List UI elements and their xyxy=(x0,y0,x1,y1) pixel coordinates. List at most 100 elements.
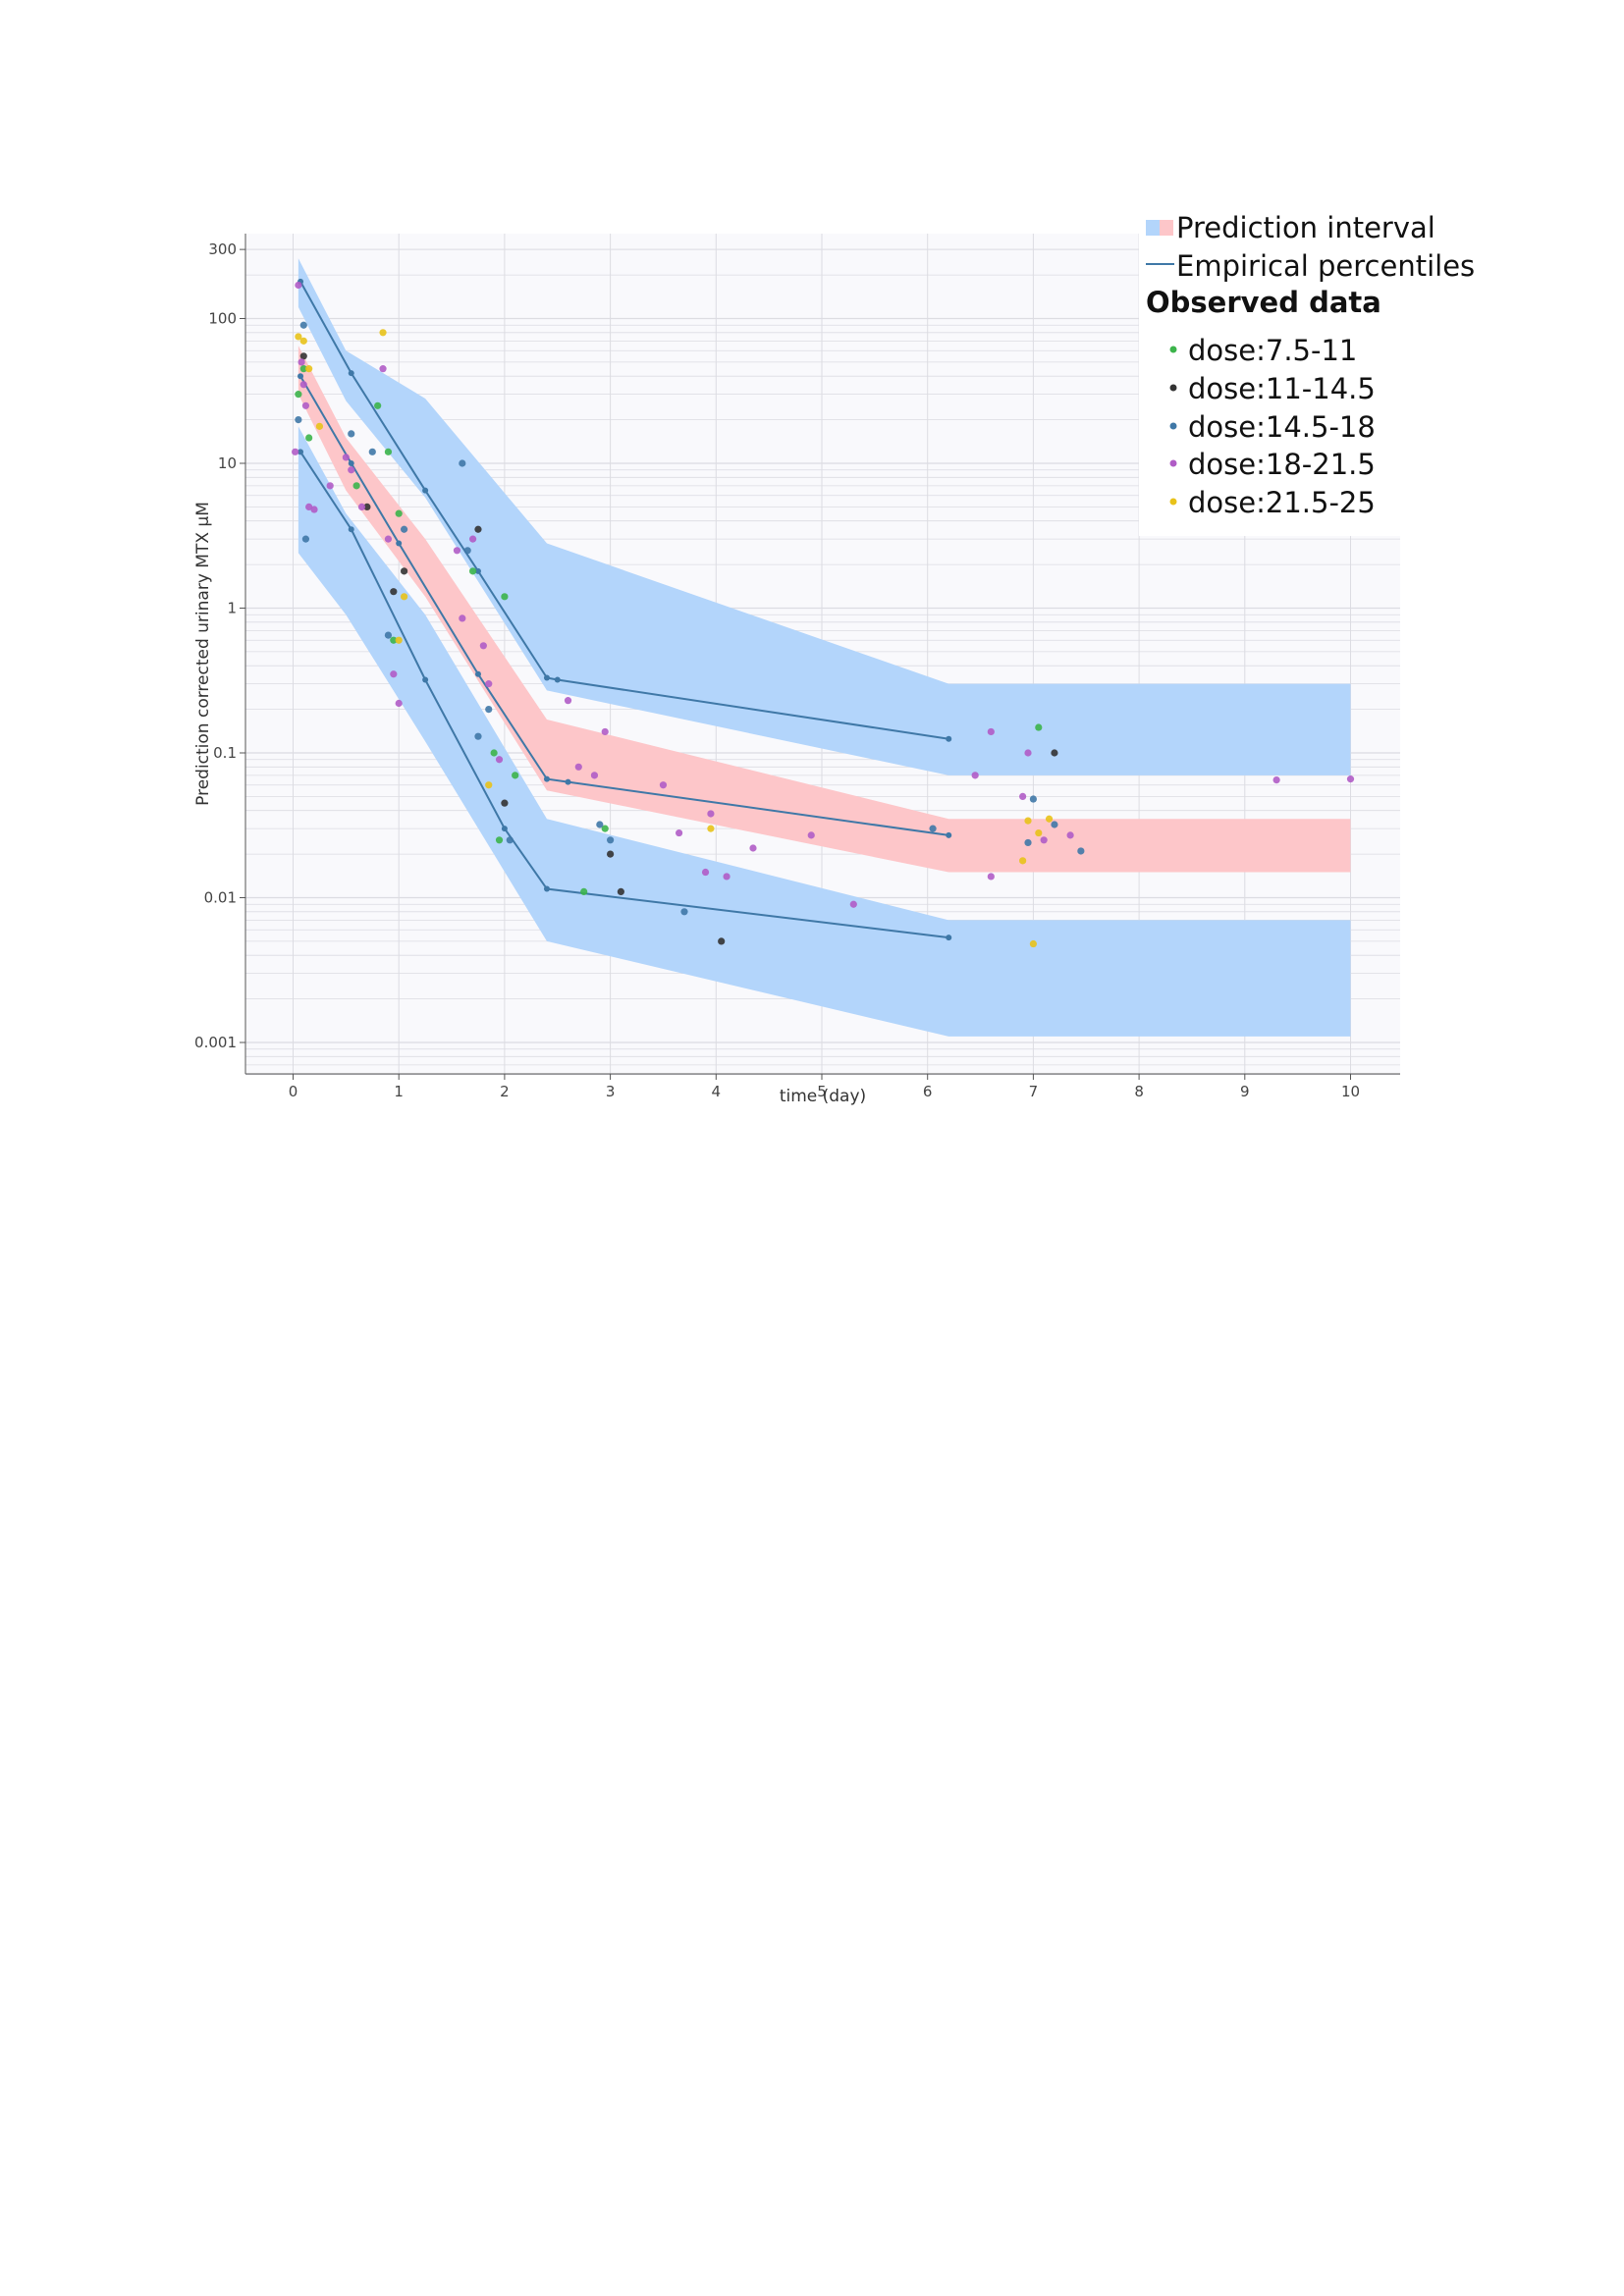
data-point xyxy=(1051,821,1058,828)
data-point xyxy=(485,705,493,714)
data-point xyxy=(1024,838,1032,847)
data-point xyxy=(368,448,376,455)
percentile-marker xyxy=(396,540,403,547)
data-point xyxy=(601,727,609,736)
x-tick-label: 2 xyxy=(500,1083,510,1100)
data-point xyxy=(987,873,995,881)
percentile-marker xyxy=(348,526,354,533)
data-point xyxy=(1029,795,1037,803)
percentile-marker xyxy=(422,487,429,494)
data-point xyxy=(453,547,461,555)
data-point xyxy=(400,525,408,533)
data-point xyxy=(1040,836,1048,844)
prediction-interval-bands xyxy=(298,258,1351,1037)
legend-label-dose-14-5-18: dose:14.5-18 xyxy=(1188,410,1376,444)
data-point xyxy=(707,825,715,832)
x-tick-label: 4 xyxy=(712,1083,722,1100)
data-point xyxy=(374,401,382,409)
data-point xyxy=(929,825,937,832)
data-point xyxy=(1051,749,1058,757)
data-point xyxy=(295,415,302,424)
data-point xyxy=(701,868,710,877)
data-point xyxy=(379,329,387,337)
data-point xyxy=(574,763,582,771)
data-point xyxy=(390,636,398,644)
data-point xyxy=(459,459,466,467)
data-point xyxy=(607,850,615,858)
empirical-percentile-lines xyxy=(298,278,952,941)
data-point xyxy=(723,873,731,881)
prediction-band-upper xyxy=(298,258,1351,775)
legend-swatch-blue xyxy=(1146,220,1160,236)
data-point xyxy=(564,697,572,705)
data-point xyxy=(348,466,355,474)
data-point xyxy=(607,836,615,844)
percentile-marker xyxy=(298,373,304,380)
data-point xyxy=(485,680,493,688)
data-point xyxy=(580,887,588,895)
legend-swatch-red xyxy=(1160,220,1173,236)
data-point xyxy=(298,358,305,366)
data-point xyxy=(718,937,726,945)
data-point xyxy=(357,503,366,511)
percentile-marker xyxy=(554,676,561,683)
data-point xyxy=(680,908,688,916)
legend-empirical-percentiles: Empirical percentiles xyxy=(1176,249,1475,283)
y-axis-title: Prediction corrected urinary MTX µM xyxy=(193,502,213,806)
data-point xyxy=(292,448,299,455)
legend-background xyxy=(1139,204,1434,536)
data-point xyxy=(485,781,493,789)
data-point xyxy=(1019,857,1027,865)
x-tick-label: 5 xyxy=(817,1083,827,1100)
x-tick-label: 8 xyxy=(1134,1083,1144,1100)
data-point xyxy=(384,631,393,639)
percentile-marker xyxy=(348,370,354,377)
data-point xyxy=(305,434,313,442)
data-point xyxy=(301,401,310,409)
data-point xyxy=(707,810,715,818)
data-point xyxy=(395,509,403,517)
data-point xyxy=(1029,939,1037,948)
data-point xyxy=(601,825,609,832)
percentile-marker xyxy=(474,567,481,574)
percentile-marker xyxy=(348,460,354,466)
percentile-marker xyxy=(474,670,481,677)
legend-dot-dose-7-5-11 xyxy=(1169,346,1177,353)
percentile-marker xyxy=(946,831,952,838)
data-point xyxy=(1272,775,1280,784)
legend-prediction-interval: Prediction interval xyxy=(1176,211,1435,244)
legend-label-dose-18-21-5: dose:18-21.5 xyxy=(1188,448,1376,481)
data-point xyxy=(506,836,514,844)
legend-label-dose-21-5-25: dose:21.5-25 xyxy=(1188,486,1376,519)
data-point xyxy=(468,535,477,543)
data-point xyxy=(479,642,487,650)
data-point xyxy=(326,482,334,490)
x-tick-label: 6 xyxy=(923,1083,933,1100)
y-tick-label: 100 xyxy=(208,310,237,328)
data-point xyxy=(1077,847,1085,855)
data-point xyxy=(474,732,482,740)
legend-dot-dose-14-5-18 xyxy=(1169,422,1177,430)
data-point xyxy=(348,430,355,438)
data-point xyxy=(987,727,995,736)
percentile-marker xyxy=(543,885,550,892)
percentile-line-p5 xyxy=(299,451,949,939)
data-point xyxy=(474,525,482,533)
data-point xyxy=(400,593,408,601)
percentile-marker xyxy=(543,674,550,681)
legend-dot-dose-11-14-5 xyxy=(1169,384,1177,392)
data-point xyxy=(1035,723,1043,731)
data-point xyxy=(342,454,350,461)
data-point xyxy=(310,506,318,513)
x-tick-label: 3 xyxy=(606,1083,616,1100)
legend: Prediction interval Empirical percentile… xyxy=(1139,204,1475,536)
y-tick-label: 10 xyxy=(218,454,237,472)
data-point xyxy=(299,321,307,329)
data-point xyxy=(295,333,302,341)
legend-dot-dose-21-5-25 xyxy=(1169,498,1177,506)
prediction-band-lower xyxy=(298,426,1351,1037)
data-point xyxy=(596,821,604,828)
legend-observed-heading: Observed data xyxy=(1146,286,1381,319)
data-point xyxy=(749,844,757,852)
data-point xyxy=(299,381,307,389)
